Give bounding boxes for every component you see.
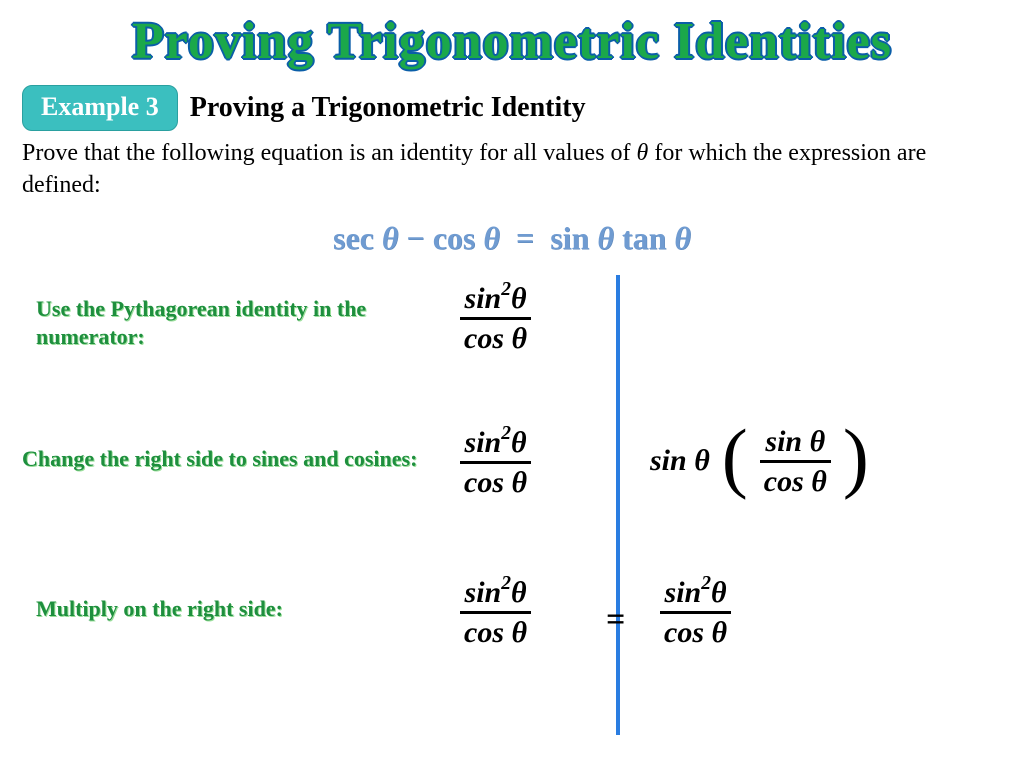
- step-1-label: Use the Pythagorean identity in the nume…: [36, 295, 396, 352]
- step-3-right-expr: sin2θ cos θ: [660, 575, 731, 649]
- vertical-divider: [616, 275, 620, 735]
- main-equation: sec θ − cos θ = sin θ tan θ: [0, 220, 1024, 257]
- prompt-pre: Prove that the following equation is an …: [22, 140, 637, 166]
- step-1-left-expr: sin2θ cos θ: [460, 281, 531, 355]
- step-3-left-expr: sin2θ cos θ: [460, 575, 531, 649]
- prompt-text: Prove that the following equation is an …: [0, 131, 1024, 202]
- prompt-theta: θ: [637, 140, 649, 166]
- step-3-equals: =: [600, 601, 631, 639]
- step-2-label: Change the right side to sines and cosin…: [22, 445, 422, 474]
- subtitle: Proving a Trigonometric Identity: [190, 92, 586, 124]
- page-title: Proving Trigonometric Identities: [0, 0, 1024, 71]
- work-area: Use the Pythagorean identity in the nume…: [0, 275, 1024, 735]
- step-2-left-expr: sin2θ cos θ: [460, 425, 531, 499]
- step-2-right-expr: sin θ ( sin θ cos θ ): [650, 425, 869, 498]
- header-row: Example 3 Proving a Trigonometric Identi…: [0, 85, 1024, 131]
- example-badge: Example 3: [22, 85, 178, 131]
- step-3-label: Multiply on the right side:: [36, 595, 416, 624]
